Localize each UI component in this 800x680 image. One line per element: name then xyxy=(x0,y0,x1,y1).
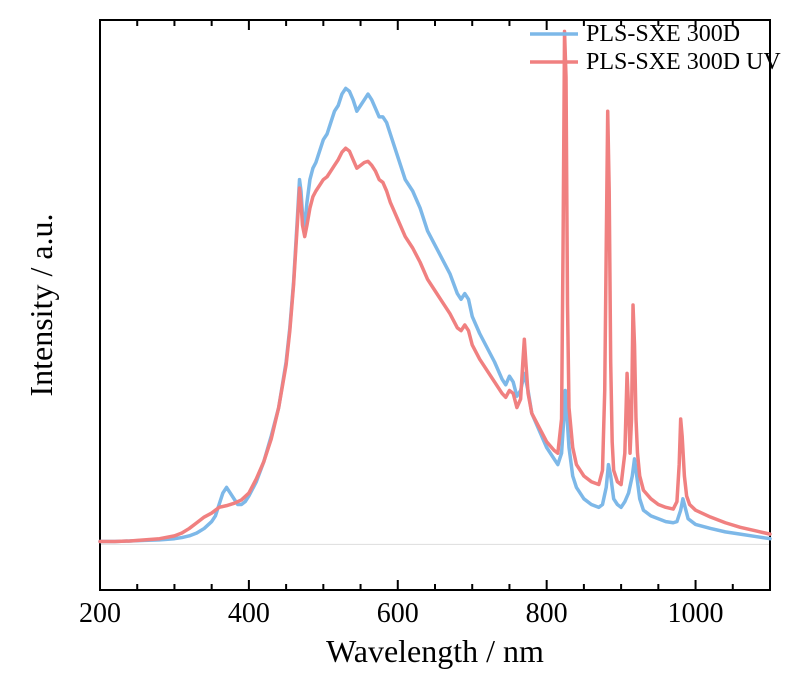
plot-frame xyxy=(100,20,770,590)
x-tick-label: 1000 xyxy=(668,598,724,629)
x-tick-label: 800 xyxy=(526,598,568,629)
legend-label: PLS-SXE 300D UV xyxy=(586,49,781,75)
chart-svg: 200 400 600 800 1000 Wavelength / nm Intensity… xyxy=(0,0,800,680)
x-tick-label: 200 xyxy=(79,598,121,629)
x-tick-label: 400 xyxy=(228,598,270,629)
y-axis-label: Intensity / a.u. xyxy=(23,213,59,396)
series-line-1 xyxy=(100,31,770,541)
spectrum-chart: 200 400 600 800 1000 Wavelength / nm Intensity… xyxy=(0,0,800,680)
x-tick-label: 600 xyxy=(377,598,419,629)
series-line-0 xyxy=(100,88,770,541)
legend-label: PLS-SXE 300D xyxy=(586,21,740,47)
x-axis-label: Wavelength / nm xyxy=(326,633,544,669)
